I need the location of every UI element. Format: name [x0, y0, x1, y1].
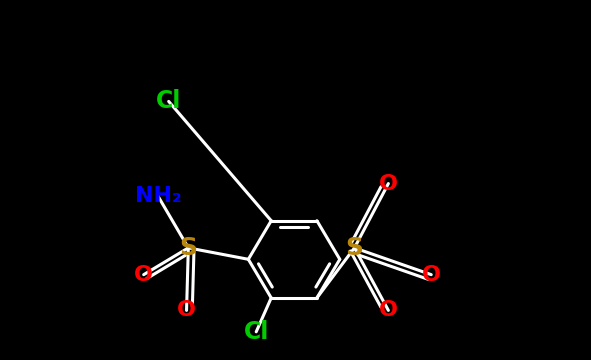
Text: Cl: Cl [156, 89, 181, 113]
Text: NH₂: NH₂ [135, 186, 181, 206]
Text: O: O [177, 300, 196, 320]
Text: O: O [422, 265, 441, 285]
Text: O: O [379, 300, 398, 320]
Text: O: O [379, 174, 398, 194]
Text: S: S [179, 236, 197, 260]
Text: O: O [134, 265, 153, 285]
Text: Cl: Cl [243, 320, 269, 344]
Text: S: S [346, 236, 363, 260]
